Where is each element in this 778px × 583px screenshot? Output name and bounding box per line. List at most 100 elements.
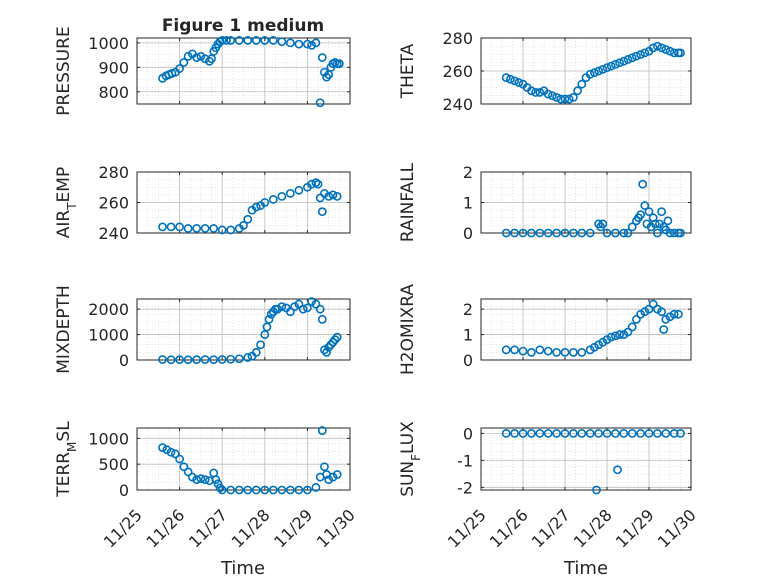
data-point bbox=[648, 299, 658, 309]
data-point bbox=[183, 355, 193, 365]
data-point bbox=[226, 36, 236, 45]
data-point bbox=[234, 485, 244, 495]
x-tick-label: 11/26 bbox=[142, 505, 188, 551]
data-point bbox=[676, 428, 685, 438]
data-point bbox=[619, 228, 629, 238]
data-point bbox=[200, 224, 210, 233]
data-point bbox=[226, 354, 236, 364]
data-point bbox=[332, 191, 342, 201]
data-point bbox=[661, 428, 671, 438]
y-tick-label: 1000 bbox=[88, 326, 129, 345]
y-axis-label-rest: EMP bbox=[54, 167, 74, 203]
y-axis-label-subscript: F bbox=[409, 454, 423, 461]
data-point bbox=[251, 202, 261, 212]
x-tick-label: 11/27 bbox=[528, 505, 574, 551]
data-point bbox=[602, 428, 612, 438]
data-point bbox=[285, 38, 295, 48]
data-point bbox=[183, 224, 193, 233]
y-tick-label: 800 bbox=[98, 83, 129, 102]
data-point bbox=[317, 207, 327, 217]
y-axis-label: MIXDEPTH bbox=[54, 285, 74, 374]
data-point bbox=[560, 94, 570, 104]
x-tick-label: 11/30 bbox=[654, 505, 700, 551]
data-point bbox=[315, 193, 325, 203]
data-point bbox=[217, 485, 227, 495]
data-point bbox=[514, 78, 524, 87]
data-point bbox=[311, 483, 321, 492]
y-tick-label: 0 bbox=[463, 424, 473, 443]
data-point bbox=[665, 228, 675, 238]
data-point bbox=[166, 447, 176, 457]
data-point bbox=[653, 428, 662, 438]
data-point bbox=[183, 467, 193, 477]
data-point bbox=[175, 64, 184, 73]
data-point bbox=[234, 354, 244, 364]
subplot-mixdepth: 0 1000 2000 MIXDEPTH bbox=[54, 285, 351, 374]
data-point bbox=[623, 55, 633, 64]
data-point bbox=[243, 36, 253, 45]
y-axis-label: H2OMIXRA bbox=[398, 284, 418, 375]
data-point bbox=[653, 41, 662, 51]
data-point bbox=[657, 307, 666, 317]
data-point bbox=[334, 59, 344, 69]
y-tick-label: 0 bbox=[463, 351, 473, 370]
data-point bbox=[518, 428, 528, 438]
data-point bbox=[594, 66, 603, 76]
y-axis-label: PRESSURE bbox=[54, 26, 74, 115]
y-axis-label: RAINFALL bbox=[398, 162, 418, 242]
data-point bbox=[663, 216, 673, 226]
data-point bbox=[585, 428, 595, 438]
data-point bbox=[636, 210, 645, 220]
data-point bbox=[585, 69, 595, 79]
axes-box bbox=[136, 37, 351, 105]
y-axis-label: SUNFLUX bbox=[398, 421, 423, 497]
data-point bbox=[543, 428, 553, 438]
data-point bbox=[661, 45, 671, 54]
y-tick-label: 280 bbox=[442, 29, 473, 48]
data-point bbox=[200, 475, 210, 485]
data-point bbox=[313, 179, 323, 189]
y-axis-label-rest: SL bbox=[54, 421, 74, 442]
data-point bbox=[569, 93, 578, 102]
data-point bbox=[535, 228, 545, 238]
data-point bbox=[262, 322, 272, 332]
data-point bbox=[277, 191, 287, 201]
data-point bbox=[317, 53, 327, 62]
data-point bbox=[564, 94, 574, 104]
data-point bbox=[192, 224, 202, 233]
data-point bbox=[307, 40, 317, 50]
subplot-h2omixra: 0 1 2 H2OMIXRA bbox=[398, 284, 692, 375]
data-point bbox=[676, 228, 685, 238]
data-point bbox=[543, 89, 553, 99]
data-point bbox=[527, 86, 536, 96]
data-point bbox=[623, 327, 633, 337]
y-tick-label: 0 bbox=[463, 224, 473, 243]
data-point bbox=[611, 228, 620, 238]
data-point bbox=[302, 39, 312, 49]
data-point bbox=[256, 340, 265, 350]
data-point bbox=[243, 485, 253, 495]
data-point bbox=[669, 309, 679, 319]
data-point bbox=[317, 426, 327, 435]
data-point bbox=[543, 228, 553, 238]
data-point bbox=[217, 355, 227, 364]
axes-box bbox=[136, 298, 351, 361]
data-point bbox=[322, 347, 331, 357]
y-tick-label: 1000 bbox=[88, 34, 129, 53]
y-tick-label: -1 bbox=[457, 451, 473, 470]
data-point bbox=[606, 61, 616, 71]
data-point bbox=[294, 185, 304, 195]
data-point bbox=[192, 53, 202, 62]
y-tick-label: 1000 bbox=[88, 429, 129, 448]
data-point bbox=[317, 314, 327, 324]
data-point bbox=[548, 91, 557, 101]
data-point bbox=[226, 485, 236, 495]
data-point bbox=[324, 191, 334, 201]
data-point bbox=[594, 428, 603, 438]
data-point bbox=[277, 37, 287, 47]
data-point bbox=[657, 207, 666, 217]
data-point bbox=[560, 428, 570, 438]
data-point bbox=[192, 355, 202, 365]
data-point bbox=[277, 302, 287, 312]
subplot-terr-msl: 0 500 1000 TERRMSL 11/2511/2611/2711/2811/29… bbox=[54, 421, 359, 552]
